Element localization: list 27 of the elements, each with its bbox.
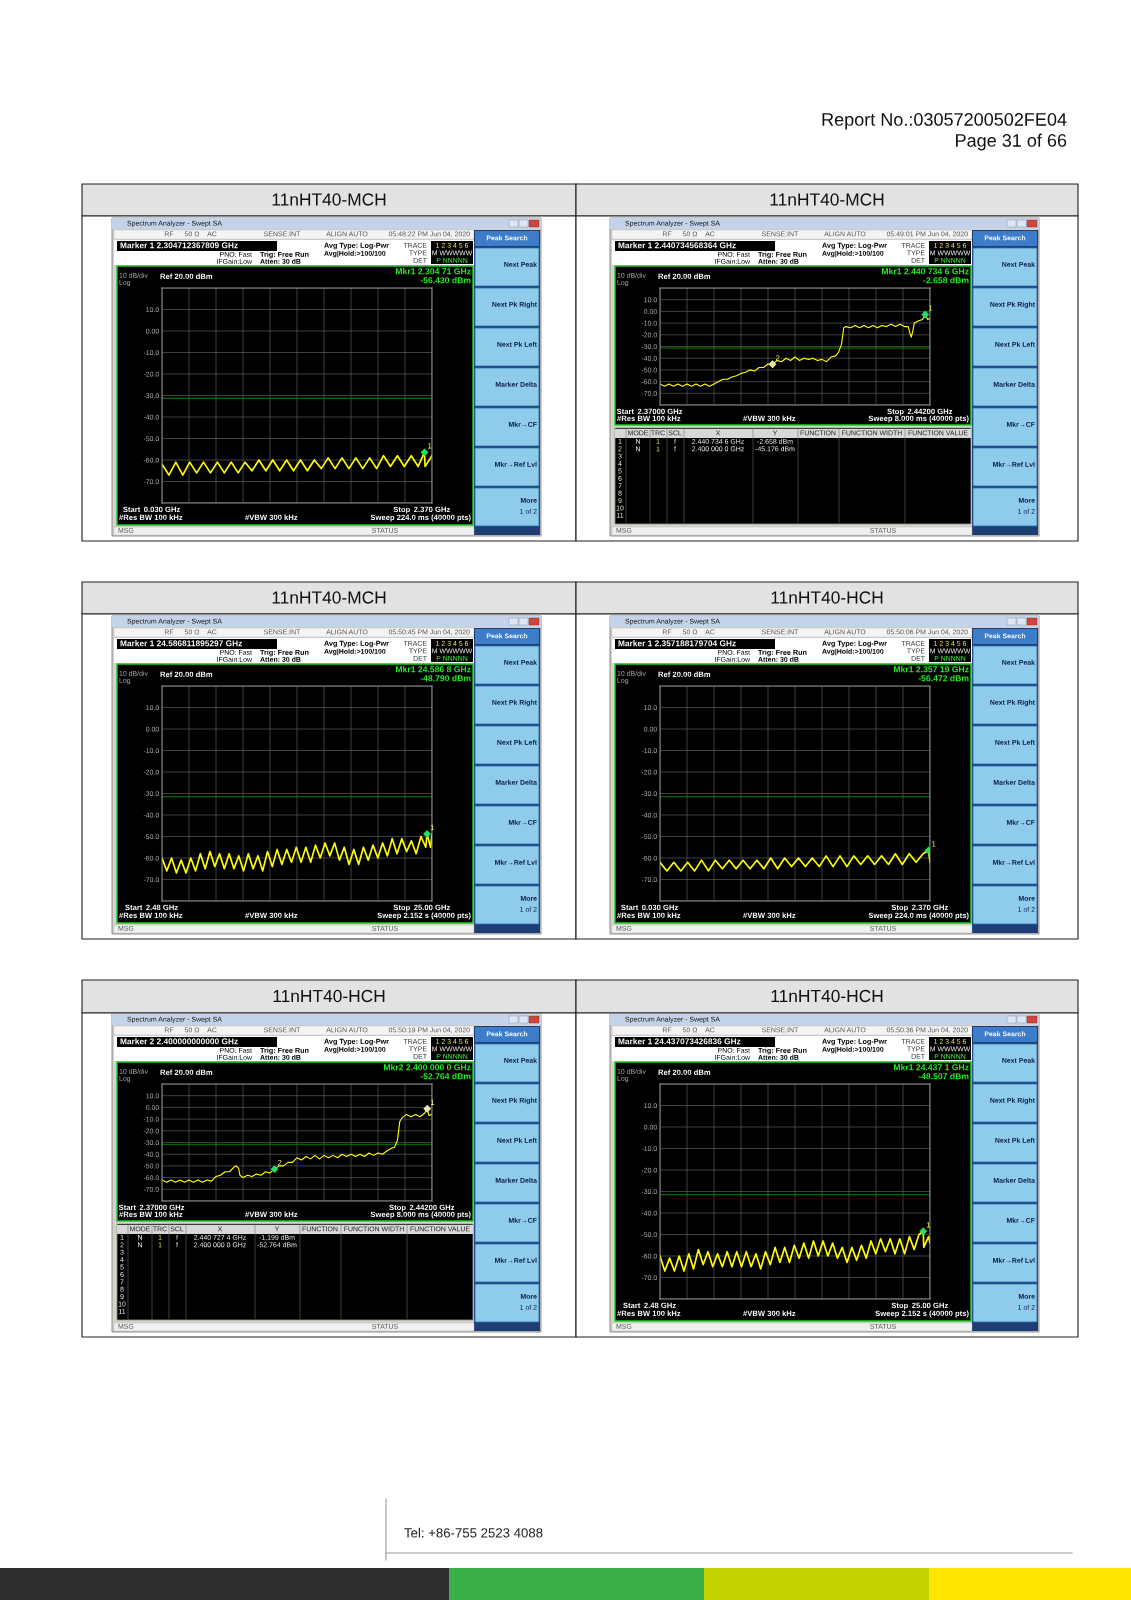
text: Mkr1 24.586 8 GHz xyxy=(395,665,471,673)
text: Marker 1 2.440734568364 GHz xyxy=(618,242,736,249)
chart-title: 11nHT40-MCH xyxy=(272,193,386,206)
chart-title: 11nHT40-MCH xyxy=(272,591,386,604)
text: Marker 1 2.304712367809 GHz xyxy=(120,242,238,249)
text: Page 31 of 66 xyxy=(956,133,1067,151)
text: Mkr1 2.440 734 6 GHz xyxy=(881,267,969,275)
text: Marker 1 24.586811895297 GHz xyxy=(120,640,243,647)
text: -2.658 dBm xyxy=(923,276,969,284)
text: Mkr1 24.437 1 GHz xyxy=(893,1063,969,1071)
text: Report No.:03057200502FE04 xyxy=(822,113,1067,130)
text: -48.507 dBm xyxy=(918,1072,969,1080)
text: Marker 1 24.437073426836 GHz xyxy=(618,1038,741,1045)
text: -48.790 dBm xyxy=(420,674,471,682)
chart-title: 11nHT40-HCH xyxy=(771,989,883,1003)
chart-title: 11nHT40-MCH xyxy=(770,193,884,206)
text: -56.472 dBm xyxy=(918,674,969,682)
text: Mkr2 2.400 000 0 GHz xyxy=(383,1063,471,1071)
text: Mkr1 2.357 19 GHz xyxy=(893,665,969,673)
text: Marker 1 2.357188179704 GHz xyxy=(618,640,736,647)
text: Mkr1 2.304 71 GHz xyxy=(395,267,471,275)
chart-title: 11nHT40-HCH xyxy=(273,989,385,1003)
text: -56.430 dBm xyxy=(420,276,471,284)
text: Tel: +86-755 2523 4088 xyxy=(404,1527,543,1538)
text: -52.764 dBm xyxy=(420,1072,471,1080)
chart-title: 11nHT40-HCH xyxy=(771,591,883,604)
text: Marker 2 2.400000000000 GHz xyxy=(120,1038,238,1045)
